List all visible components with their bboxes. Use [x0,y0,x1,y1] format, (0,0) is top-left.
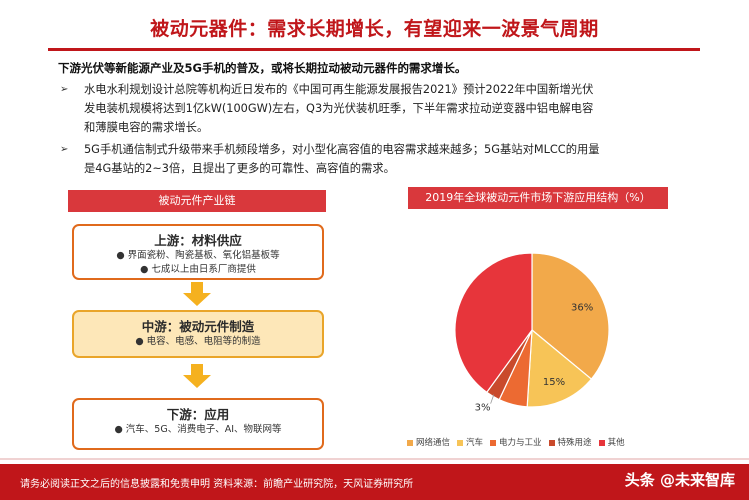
upstream-item-2: ● 七成以上由日系厂商提供 [140,264,256,275]
legend-swatch [598,439,605,446]
pie-data-label-1: 36% [571,302,593,313]
pie-data-label-4: 3% [475,403,491,414]
pie-slice-4 [485,329,533,401]
legend-label: 网络通信 [416,438,451,448]
chain-upstream-box: 上游：材料供应 ● 界面瓷粉、陶瓷基板、氧化铝基板等 ● 七成以上由日系厂商提供 [72,224,324,280]
legend-swatch [407,439,413,446]
bullet-1-line-2: 发电装机规模将达到1亿kW(100GW)左右，Q3为光伏装机旺季，下半年需求拉动… [84,102,594,115]
pie-slice-3 [498,329,533,408]
chain-arrow-down-icon [183,282,211,306]
chain-midstream-box: 中游：被动元件制造 ● 电容、电感、电阻等的制造 [72,310,324,358]
downstream-title: 下游：应用 [166,407,230,422]
watermark-text: 头条 @未来智库 [624,471,735,489]
page-title: 被动元器件：需求长期增长，有望迎来一波景气周期 [150,18,599,40]
legend-item-2: 汽车 [457,436,483,448]
upstream-title: 上游：材料供应 [154,233,242,248]
chain-arrow-down-icon [183,364,211,388]
legend-label: 汽车 [466,438,484,448]
legend-swatch [490,439,497,446]
pie-legend: 网络通信 汽车 电力与工业 特殊用途 其他 [407,436,632,448]
footer-bar: 请务必阅读正文之后的信息披露和免责申明 资料来源：前瞻产业研究院，天风证券研究所 [0,464,749,500]
legend-label: 电力与工业 [499,438,542,448]
bullet-1: ➢ 水电水利规划设计总院等机构近日发布的《中国可再生能源发展报告2021》预计2… [60,80,593,137]
upstream-item-1: ● 界面瓷粉、陶瓷基板、氧化铝基板等 [116,250,280,261]
bullet-2: ➢ 5G手机通信制式升级带来手机频段增多，对小型化高容值的电容需求越来越多；5G… [60,140,600,178]
legend-item-5: 其他 [598,436,625,448]
midstream-item-1: ● 电容、电感、电阻等的制造 [135,336,261,347]
legend-label: 其他 [607,438,625,448]
intro-text: 下游光伏等新能源产业及5G手机的普及，或将长期拉动被动元器件的需求增长。 [58,61,467,75]
pie-chart-header: 2019年全球被动元件市场下游应用结构（%） [408,187,668,209]
pie-data-label-2: 15% [543,377,565,388]
bullet-2-line-1: 5G手机通信制式升级带来手机频段增多，对小型化高容值的电容需求越来越多；5G基站… [84,143,600,156]
bullet-2-line-2: 是4G基站的2~3倍，且提出了更多的可靠性、高容值的需求。 [84,162,395,175]
legend-item-4: 特殊用途 [548,436,592,448]
legend-item-1: 网络通信 [407,436,450,448]
bullet-1-line-3: 和薄膜电容的需求增长。 [84,121,209,134]
bullet-arrow-icon: ➢ [60,84,69,95]
pie-slice-5 [454,252,533,394]
pie-slice-2 [526,328,593,408]
chain-downstream-box: 下游：应用 ● 汽车、5G、消费电子、AI、物联网等 [72,398,324,450]
legend-swatch [457,439,464,446]
bullet-1-line-1: 水电水利规划设计总院等机构近日发布的《中国可再生能源发展报告2021》预计202… [84,83,594,96]
title-divider [48,48,700,51]
bullet-arrow-icon: ➢ [60,144,69,155]
legend-swatch [548,439,555,446]
chain-header: 被动元件产业链 [68,190,326,212]
footer-disclaimer: 请务必阅读正文之后的信息披露和免责申明 资料来源：前瞻产业研究院，天风证券研究所 [20,479,414,490]
legend-label: 特殊用途 [557,438,592,448]
midstream-title: 中游：被动元件制造 [141,319,255,334]
downstream-item-1: ● 汽车、5G、消费电子、AI、物联网等 [114,424,282,435]
legend-item-3: 电力与工业 [490,436,542,448]
footer-divider [0,458,749,460]
pie-leader-line [490,394,495,404]
pie-slice-1 [531,252,610,380]
